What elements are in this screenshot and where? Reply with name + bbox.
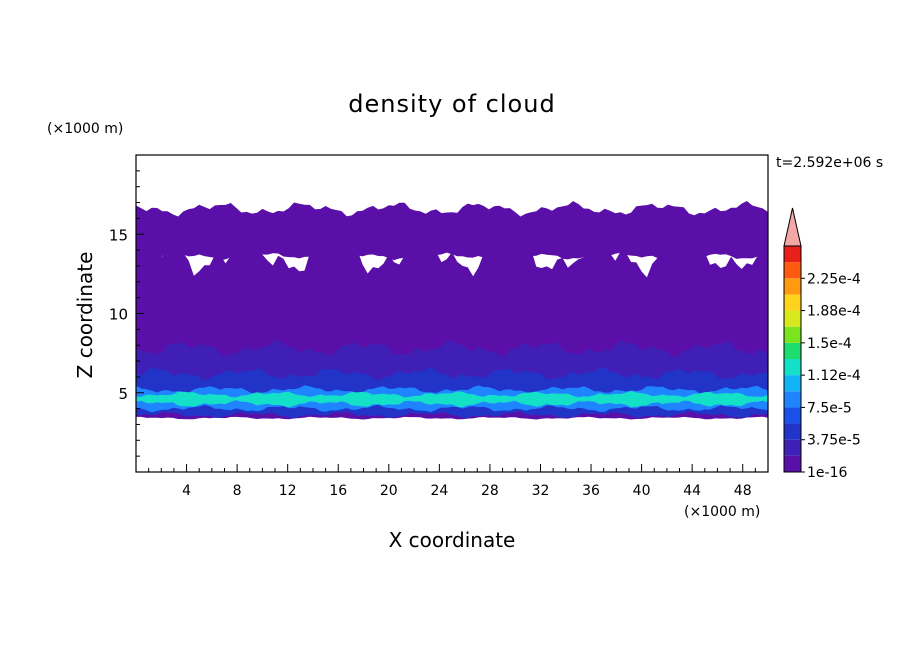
colorbar-label: 3.75e-5 — [807, 433, 861, 449]
cloud-layer — [136, 201, 768, 261]
colorbar-swatch — [784, 246, 801, 263]
colorbar-frame — [783, 245, 802, 473]
colorbar-swatch — [784, 278, 801, 295]
colorbar-swatch — [784, 342, 801, 359]
x-tick-label: 40 — [633, 483, 651, 499]
x-axis-title: X coordinate — [389, 528, 516, 552]
x-tick-label: 36 — [582, 483, 600, 499]
colorbar-swatch — [784, 310, 801, 327]
x-tick-label: 8 — [233, 483, 242, 499]
chart-title: density of cloud — [348, 90, 555, 118]
x-unit-label: (×1000 m) — [684, 504, 760, 520]
colorbar-swatch — [784, 359, 801, 376]
x-tick-label: 28 — [481, 483, 499, 499]
x-axis: 4 8 12 16 20 24 28 32 36 40 44 48 — [148, 464, 756, 499]
colorbar: 2.25e-4 1.88e-4 1.5e-4 1.12e-4 7.5e-5 3.75e-5… — [783, 207, 861, 481]
colorbar-overflow-arrow — [783, 207, 802, 247]
y-axis: 5 10 15 — [109, 170, 144, 457]
x-tick-label: 32 — [532, 483, 550, 499]
colorbar-swatch — [784, 391, 801, 408]
colorbar-label: 7.5e-5 — [807, 400, 852, 416]
colorbar-swatch — [784, 439, 801, 456]
colorbar-label: 2.25e-4 — [807, 271, 861, 287]
x-tick-label: 48 — [734, 483, 752, 499]
x-tick-label: 4 — [182, 483, 191, 499]
x-tick-label: 20 — [380, 483, 398, 499]
colorbar-label: 1.5e-4 — [807, 336, 852, 352]
x-tick-label: 16 — [329, 483, 347, 499]
y-axis-title: Z coordinate — [73, 252, 97, 379]
y-tick-label: 15 — [109, 226, 128, 244]
time-label: t=2.592e+06 s — [776, 155, 883, 171]
colorbar-swatch — [784, 407, 801, 424]
x-tick-label: 44 — [683, 483, 701, 499]
colorbar-swatch — [784, 262, 801, 279]
cloud-field — [136, 201, 768, 420]
colorbar-label: 1.88e-4 — [807, 304, 861, 320]
y-unit-label: (×1000 m) — [47, 121, 123, 137]
colorbar-label: 1.12e-4 — [807, 368, 861, 384]
x-tick-label: 12 — [279, 483, 297, 499]
colorbar-swatch — [784, 326, 801, 343]
cloud-layer — [136, 391, 768, 408]
y-tick-label: 10 — [109, 306, 128, 324]
colorbar-swatch — [784, 375, 801, 392]
x-tick-label: 24 — [430, 483, 448, 499]
y-tick-label: 5 — [118, 385, 128, 403]
colorbar-swatch — [784, 455, 801, 472]
colorbar-swatch — [784, 423, 801, 440]
colorbar-label: 1e-16 — [807, 465, 847, 481]
colorbar-swatch — [784, 294, 801, 311]
